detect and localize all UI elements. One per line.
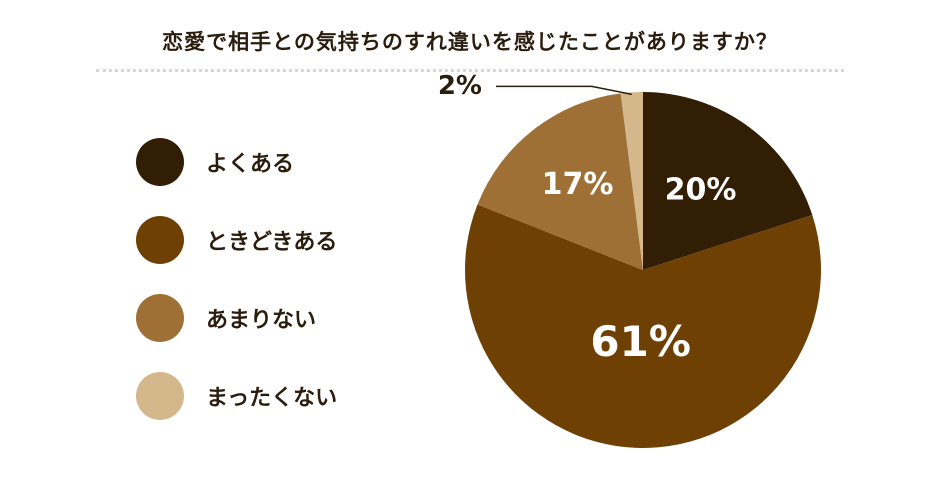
legend: よくある ときどきある あまりない まったくない xyxy=(136,138,337,450)
legend-swatch xyxy=(136,138,184,186)
legend-swatch xyxy=(136,294,184,342)
pie-slice-あまりない xyxy=(477,93,643,270)
chart-title: 恋愛で相手との気持ちのすれ違いを感じたことがありますか？ xyxy=(162,30,778,54)
legend-swatch xyxy=(136,372,184,420)
leader-line xyxy=(496,85,632,96)
legend-label: ときどきある xyxy=(206,230,338,255)
legend-item-ときどきある: ときどきある xyxy=(136,216,337,264)
pie-slice-よくある xyxy=(643,92,813,270)
slice-label: 17% xyxy=(542,167,614,202)
legend-label: よくある xyxy=(206,152,295,177)
legend-item-あまりない: あまりない xyxy=(136,294,337,342)
title-divider xyxy=(96,69,844,72)
slice-label: 61% xyxy=(590,317,691,366)
slice-label: 2% xyxy=(438,71,482,101)
legend-swatch xyxy=(136,216,184,264)
legend-label: あまりない xyxy=(206,308,317,333)
pie-slice-まったくない xyxy=(620,92,643,270)
slice-label: 20% xyxy=(665,172,737,207)
pie-slice-ときどきある xyxy=(465,204,821,448)
legend-item-よくある: よくある xyxy=(136,138,337,186)
legend-item-まったくない: まったくない xyxy=(136,372,337,420)
legend-label: まったくない xyxy=(206,386,338,411)
